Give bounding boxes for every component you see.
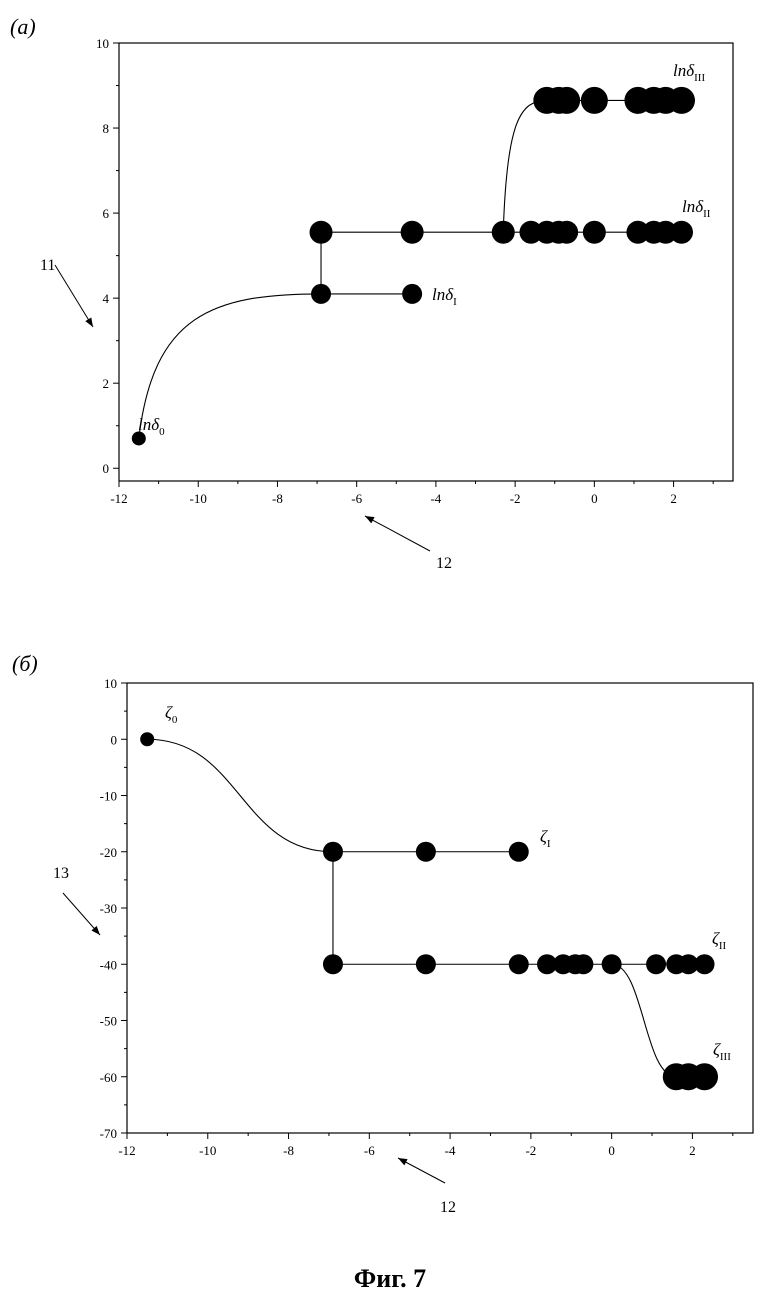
y-tick-label: -50	[100, 1014, 117, 1029]
x-tick-label: -8	[283, 1143, 294, 1158]
data-point	[691, 1063, 718, 1090]
y-tick-label: 10	[104, 676, 117, 691]
data-point	[401, 221, 424, 244]
panel-label: (б)	[12, 651, 38, 676]
data-point	[323, 954, 343, 974]
data-point	[310, 221, 333, 244]
connector-curve	[147, 739, 333, 852]
y-tick-label: 8	[103, 121, 110, 136]
y-tick-label: -10	[100, 789, 117, 804]
y-tick-label: 10	[96, 36, 109, 51]
pointer-arrow	[55, 265, 93, 327]
data-point	[646, 954, 666, 974]
x-tick-label: -6	[364, 1143, 375, 1158]
data-point	[583, 221, 606, 244]
pointer-label: 12	[436, 555, 452, 572]
series-label: lnδIII	[673, 61, 705, 84]
series-label: ζ0	[165, 703, 178, 726]
y-tick-label: 0	[111, 732, 118, 747]
series-label: ζIII	[713, 1040, 731, 1063]
x-tick-label: -8	[272, 491, 283, 506]
y-tick-label: -30	[100, 901, 117, 916]
arrow-head	[85, 317, 93, 327]
y-tick-label: 4	[103, 291, 110, 306]
data-point	[695, 954, 715, 974]
pointer-label: 13	[53, 865, 69, 882]
connector-curve	[612, 964, 677, 1077]
y-tick-label: 0	[103, 461, 110, 476]
data-point	[509, 954, 529, 974]
panel-label: (а)	[10, 14, 36, 39]
series-label: lnδII	[682, 197, 711, 220]
data-point	[555, 221, 578, 244]
series-label: lnδI	[432, 285, 457, 308]
x-tick-label: 0	[591, 491, 598, 506]
y-tick-label: -20	[100, 845, 117, 860]
x-tick-label: 2	[689, 1143, 696, 1158]
data-point	[416, 954, 436, 974]
data-point	[581, 87, 608, 114]
data-point	[573, 954, 593, 974]
chart-panel-b: (б)-12-10-8-6-4-202100-10-20-30-40-50-60…	[12, 651, 753, 1216]
y-tick-label: 6	[103, 206, 110, 221]
x-tick-label: -12	[118, 1143, 135, 1158]
y-tick-label: -40	[100, 957, 117, 972]
figure-caption: Фиг. 7	[0, 1264, 780, 1294]
x-tick-label: -10	[190, 491, 207, 506]
series-label: ζII	[712, 929, 727, 952]
arrow-head	[398, 1158, 408, 1165]
x-tick-label: -4	[430, 491, 441, 506]
x-tick-label: -6	[351, 491, 362, 506]
y-tick-label: 2	[103, 376, 110, 391]
data-point	[492, 221, 515, 244]
arrow-head	[365, 516, 375, 523]
data-point	[553, 87, 580, 114]
data-point	[402, 284, 422, 304]
pointer-arrow	[365, 516, 430, 551]
data-point	[509, 842, 529, 862]
x-tick-label: -10	[199, 1143, 216, 1158]
x-tick-label: -2	[525, 1143, 536, 1158]
x-tick-label: 0	[608, 1143, 615, 1158]
x-tick-label: -4	[445, 1143, 456, 1158]
data-point	[602, 954, 622, 974]
pointer-label: 11	[40, 257, 55, 274]
x-tick-label: -2	[510, 491, 521, 506]
chart-panel-a: (а)-12-10-8-6-4-2020246810lnδ0lnδIlnδIIl…	[10, 14, 733, 572]
data-point	[311, 284, 331, 304]
data-point	[323, 842, 343, 862]
x-tick-label: -12	[110, 491, 127, 506]
y-tick-label: -70	[100, 1126, 117, 1141]
series-label: ζI	[540, 827, 551, 850]
y-tick-label: -60	[100, 1070, 117, 1085]
plot-frame	[127, 683, 753, 1133]
pointer-label: 12	[440, 1199, 456, 1216]
connector-curve	[503, 100, 547, 232]
data-point	[416, 842, 436, 862]
x-tick-label: 2	[670, 491, 677, 506]
data-point	[140, 732, 154, 746]
data-point	[670, 221, 693, 244]
connector-curve	[139, 294, 321, 439]
data-point	[668, 87, 695, 114]
